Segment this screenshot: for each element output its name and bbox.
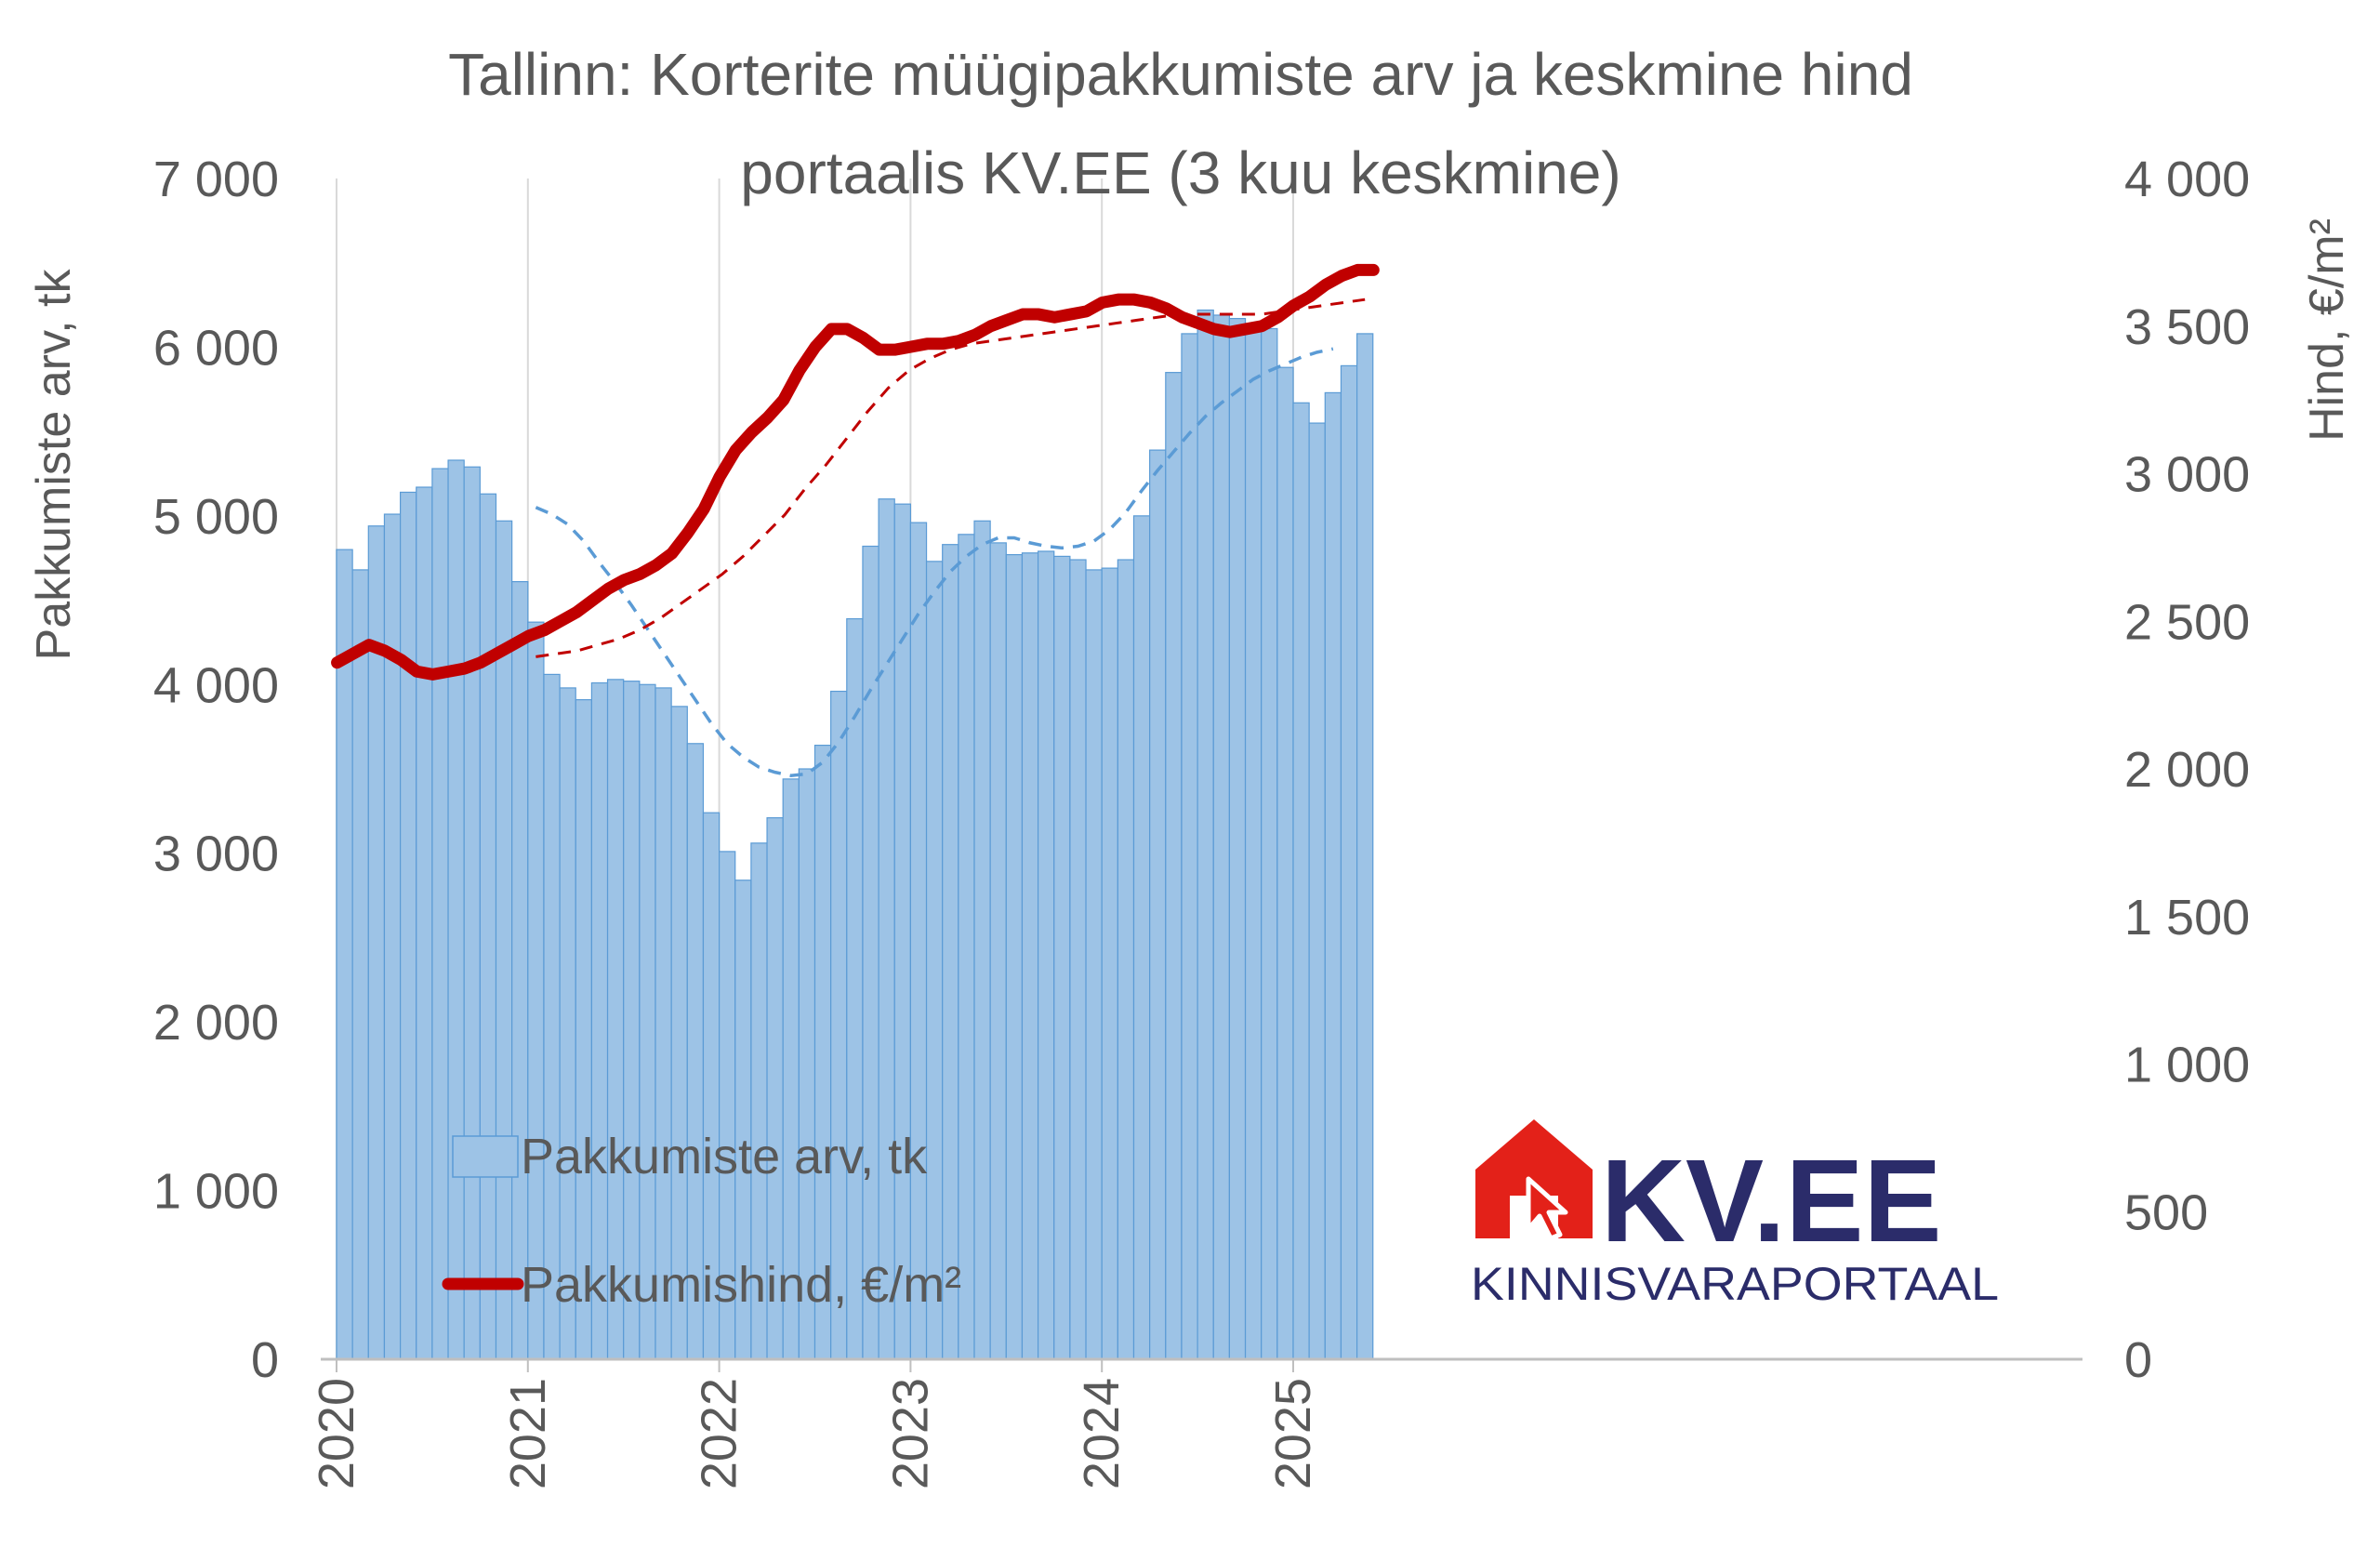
- y-right-ticks: 0 500 1 000 1 500 2 000 2 500 3 000 3 500 4 000: [2124, 152, 2250, 1388]
- y-left-tick-label: 0: [251, 1332, 279, 1388]
- bar-2023-08: [1021, 552, 1039, 1360]
- trend-layer: [535, 298, 1366, 778]
- y-right-tick-label: 500: [2124, 1184, 2208, 1240]
- x-tick-label: 2024: [1074, 1378, 1130, 1489]
- y-left-tick-label: 5 000: [153, 489, 279, 545]
- bar-2023-12: [1085, 569, 1103, 1360]
- bar-2024-12: [1276, 366, 1294, 1360]
- y-left-axis-title: Pakkumiste arv, tk: [27, 269, 81, 661]
- x-tick-label: 2020: [309, 1378, 364, 1489]
- bar-2023-01: [909, 522, 928, 1360]
- bar-2024-10: [1244, 323, 1263, 1360]
- bar-2022-10: [862, 545, 879, 1360]
- bar-2023-05: [973, 520, 991, 1360]
- bar-2024-02: [1117, 559, 1135, 1360]
- bar-2020-08: [447, 459, 465, 1360]
- y-right-axis-title: Hind, €/m²: [2300, 218, 2354, 442]
- bar-2020-01: [336, 549, 353, 1360]
- y-right-tick-label: 3 500: [2124, 299, 2250, 355]
- bar-2024-06: [1181, 333, 1198, 1360]
- bar-2022-12: [893, 503, 911, 1360]
- bar-2024-04: [1149, 449, 1167, 1360]
- bar-2024-01: [1101, 567, 1118, 1360]
- y-right-tick-label: 3 000: [2124, 447, 2250, 503]
- bar-2024-09: [1228, 317, 1247, 1360]
- logo-tagline-text: KINNISVARAPORTAAL: [1471, 1258, 1999, 1310]
- bar-2024-07: [1197, 309, 1214, 1360]
- bar-2025-03: [1324, 391, 1342, 1360]
- bar-2023-03: [942, 544, 959, 1360]
- bar-2024-08: [1212, 314, 1230, 1360]
- bar-2020-10: [479, 493, 497, 1360]
- legend: Pakkumiste arv, tk Pakkumishind, €/m²: [442, 1129, 961, 1313]
- bar-2023-06: [989, 542, 1007, 1360]
- legend-bar-swatch: [452, 1135, 519, 1178]
- bar-2025-04: [1340, 364, 1358, 1360]
- bar-2022-09: [846, 617, 864, 1360]
- bar-2023-11: [1069, 559, 1087, 1360]
- x-tick-label: 2025: [1265, 1378, 1321, 1489]
- y-left-tick-label: 7 000: [153, 152, 279, 207]
- x-tick-label: 2022: [692, 1378, 747, 1489]
- legend-line-label: Pakkumishind, €/m²: [521, 1257, 961, 1313]
- x-tick-label: 2023: [882, 1378, 938, 1489]
- bar-2024-03: [1132, 515, 1151, 1360]
- bar-2023-07: [1005, 553, 1024, 1360]
- y-left-tick-label: 2 000: [153, 995, 279, 1051]
- bar-2020-02: [351, 569, 369, 1360]
- y-left-tick-label: 6 000: [153, 320, 279, 376]
- y-right-tick-label: 2 000: [2124, 742, 2250, 798]
- bar-2022-11: [878, 498, 895, 1360]
- bar-2024-11: [1261, 327, 1278, 1360]
- y-left-ticks: 0 1 000 2 000 3 000 4 000 5 000 6 000 7 000: [153, 152, 279, 1388]
- bar-2020-09: [463, 466, 481, 1360]
- trend-line-price: [536, 298, 1366, 658]
- chart-title-line-1: Tallinn: Korterite müügipakkumiste arv j…: [448, 41, 1913, 108]
- y-right-tick-label: 2 500: [2124, 594, 2250, 650]
- kv-ee-logo: KV.EE KINNISVARAPORTAAL: [1440, 1086, 1999, 1328]
- y-left-tick-label: 1 000: [153, 1164, 279, 1220]
- price-line: [331, 263, 1380, 681]
- y-right-tick-label: 4 000: [2124, 152, 2250, 207]
- bar-2024-05: [1165, 372, 1183, 1360]
- y-left-tick-label: 3 000: [153, 827, 279, 882]
- bar-2020-04: [383, 513, 402, 1360]
- legend-bar-label: Pakkumiste arv, tk: [521, 1129, 928, 1184]
- bar-2021-01: [527, 621, 545, 1360]
- logo-brand-text: KV.EE: [1601, 1135, 1942, 1266]
- bar-2025-01: [1292, 402, 1310, 1360]
- trend-line-count: [535, 347, 1334, 778]
- bar-2025-02: [1308, 422, 1326, 1360]
- bar-2020-06: [416, 486, 433, 1360]
- x-ticks: 2020 2021 2022 2023 2024 2025: [309, 1359, 1321, 1489]
- y-right-tick-label: 1 000: [2124, 1038, 2250, 1093]
- y-left-tick-label: 4 000: [153, 657, 279, 713]
- bar-2023-02: [925, 561, 944, 1360]
- bar-2025-05: [1355, 333, 1374, 1360]
- bar-2020-12: [511, 581, 529, 1360]
- bar-2020-07: [431, 468, 449, 1360]
- y-right-tick-label: 1 500: [2124, 890, 2250, 946]
- price-layer: [331, 263, 1380, 681]
- chart-title-line-2: portaalis KV.EE (3 kuu keskmine): [740, 139, 1620, 206]
- bar-2023-10: [1053, 555, 1071, 1360]
- bar-2023-09: [1037, 550, 1055, 1360]
- y-right-tick-label: 0: [2124, 1332, 2152, 1388]
- house-arrow-icon: [1475, 1119, 1593, 1241]
- x-tick-label: 2021: [500, 1378, 556, 1489]
- bar-2020-05: [400, 491, 417, 1360]
- bar-2023-04: [958, 534, 975, 1360]
